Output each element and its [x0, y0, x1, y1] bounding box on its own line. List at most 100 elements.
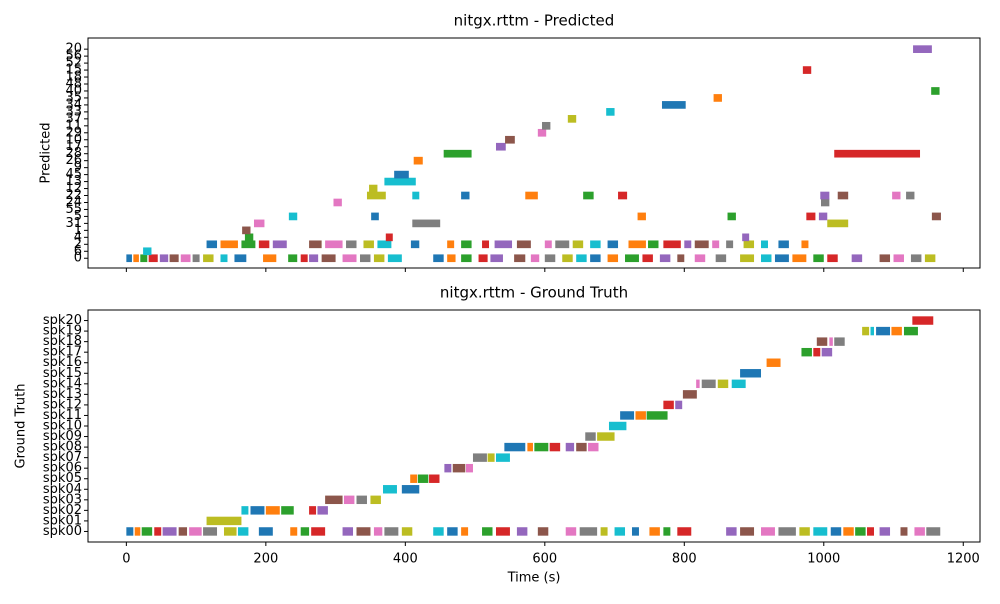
- segment: [321, 254, 336, 263]
- segment: [387, 254, 402, 263]
- segment: [333, 198, 342, 207]
- segment: [258, 527, 273, 536]
- segment: [429, 474, 440, 483]
- y-tick-label: 2: [74, 237, 82, 252]
- segment: [401, 527, 413, 536]
- segment: [906, 191, 915, 200]
- segment: [879, 527, 891, 536]
- segment: [837, 191, 849, 200]
- y-tick-label: 26: [65, 153, 82, 168]
- segment: [792, 254, 807, 263]
- segment: [346, 240, 357, 249]
- segment: [444, 463, 452, 473]
- segment: [265, 506, 280, 515]
- segment: [385, 233, 393, 242]
- segment: [148, 254, 158, 263]
- segment: [544, 240, 552, 249]
- segment: [443, 149, 472, 158]
- segment: [371, 212, 379, 221]
- segment: [565, 442, 575, 452]
- x-axis-label: Time (s): [507, 571, 561, 586]
- segment: [659, 254, 671, 263]
- segment: [555, 240, 570, 249]
- x-tick-label: 1200: [947, 552, 980, 567]
- segment: [359, 254, 371, 263]
- segment: [821, 347, 833, 357]
- segment: [694, 240, 709, 249]
- y-tick-label: 28: [65, 146, 82, 161]
- segment: [649, 527, 660, 536]
- segment: [394, 170, 409, 179]
- segment: [447, 240, 455, 249]
- y-axis-label: Predicted: [39, 122, 54, 183]
- segment: [482, 240, 490, 249]
- y-tick-label: spk11: [43, 408, 82, 423]
- y-tick-label: 56: [65, 49, 82, 64]
- y-tick-label: spk15: [43, 366, 82, 381]
- segment: [288, 254, 298, 263]
- segment: [342, 254, 357, 263]
- segment: [383, 485, 397, 494]
- segment: [203, 254, 214, 263]
- y-tick-label: spk01: [43, 513, 82, 528]
- segment: [701, 379, 716, 389]
- segment: [843, 527, 854, 536]
- segment: [549, 442, 561, 452]
- segment: [802, 66, 812, 74]
- segment: [931, 212, 941, 221]
- segment: [740, 254, 755, 263]
- segment: [494, 240, 513, 249]
- segment: [309, 506, 317, 515]
- segment: [600, 527, 608, 536]
- segment: [761, 240, 768, 249]
- segment: [244, 233, 254, 242]
- segment: [452, 463, 466, 473]
- segment: [482, 527, 493, 536]
- y-tick-label: 15: [65, 63, 82, 78]
- segment: [818, 212, 828, 221]
- y-tick-label: spk06: [43, 461, 82, 476]
- segment: [820, 198, 830, 207]
- segment: [487, 453, 495, 462]
- segment: [913, 45, 932, 53]
- segment: [325, 240, 343, 249]
- segment: [180, 254, 191, 263]
- y-tick-label: spk09: [43, 429, 82, 444]
- x-tick-label: 400: [393, 552, 418, 567]
- segment: [637, 212, 646, 221]
- segment: [726, 527, 737, 536]
- segment: [300, 254, 308, 263]
- y-tick-label: spk02: [43, 503, 82, 518]
- segment: [126, 254, 132, 263]
- segment: [472, 453, 487, 462]
- segment: [544, 254, 556, 263]
- segment: [504, 442, 526, 452]
- segment: [537, 527, 549, 536]
- segment: [461, 254, 472, 263]
- segment: [495, 527, 510, 536]
- segment: [133, 254, 139, 263]
- y-tick-label: 24: [65, 195, 82, 210]
- segment: [220, 240, 238, 249]
- segment: [220, 254, 228, 263]
- segment: [583, 191, 594, 200]
- segment: [829, 337, 833, 346]
- segment: [663, 400, 674, 410]
- segment: [766, 358, 781, 367]
- segment: [490, 254, 503, 263]
- segment: [774, 254, 789, 263]
- segment: [237, 527, 249, 536]
- segment: [631, 527, 639, 536]
- y-tick-label: 1: [74, 223, 82, 238]
- segment: [870, 326, 874, 336]
- segment: [542, 121, 551, 130]
- segment: [373, 254, 385, 263]
- segment: [851, 254, 863, 263]
- segment: [534, 442, 549, 452]
- x-tick-label: 1000: [807, 552, 840, 567]
- segment: [272, 240, 287, 249]
- y-tick-label: 18: [65, 70, 82, 85]
- segment: [801, 347, 812, 357]
- y-tick-label: 5: [74, 209, 82, 224]
- segment: [813, 254, 824, 263]
